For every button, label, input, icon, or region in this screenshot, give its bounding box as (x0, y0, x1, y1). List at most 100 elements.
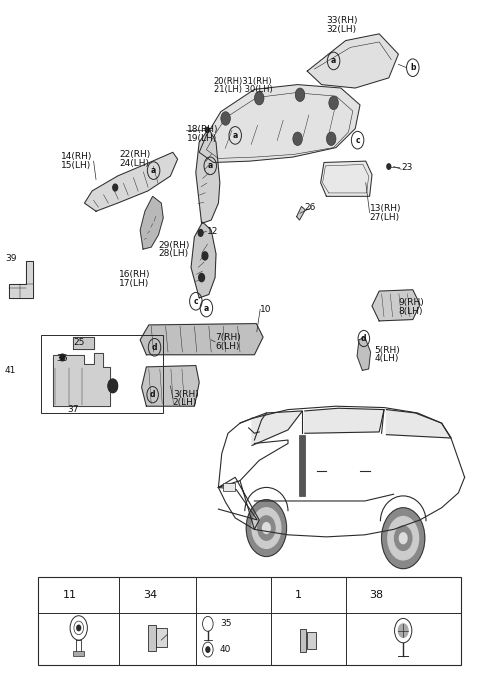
Bar (38, 577, 461, 665)
Text: 8(LH): 8(LH) (398, 307, 423, 316)
Text: 18(RH): 18(RH) (187, 125, 219, 135)
Text: 6(LH): 6(LH) (215, 342, 240, 351)
Polygon shape (140, 196, 163, 249)
Text: 23: 23 (401, 162, 413, 172)
Polygon shape (199, 85, 360, 162)
Circle shape (395, 526, 412, 550)
Text: 19(LH): 19(LH) (187, 134, 217, 144)
Circle shape (108, 379, 118, 393)
Text: 29(RH): 29(RH) (158, 240, 190, 250)
Bar (300, 628, 306, 653)
Text: a: a (204, 303, 209, 313)
Text: d: d (278, 590, 284, 599)
Bar (223, 483, 235, 491)
Text: d: d (361, 334, 367, 343)
Text: 5(RH): 5(RH) (374, 345, 400, 355)
Bar (73, 651, 84, 657)
Polygon shape (297, 206, 305, 220)
Text: 25: 25 (73, 338, 85, 347)
Circle shape (113, 184, 118, 191)
Text: 37: 37 (67, 405, 79, 414)
Text: b: b (127, 590, 132, 599)
Text: c: c (355, 135, 360, 145)
Circle shape (254, 91, 264, 105)
Text: b: b (410, 63, 416, 72)
Bar (41, 335, 163, 413)
Polygon shape (386, 410, 451, 438)
Text: 16(RH): 16(RH) (119, 270, 151, 280)
Polygon shape (84, 152, 178, 211)
Circle shape (252, 508, 281, 548)
Text: 34: 34 (143, 590, 157, 600)
Circle shape (258, 516, 275, 540)
Circle shape (399, 533, 407, 544)
Text: 15(LH): 15(LH) (61, 160, 92, 170)
Text: 10: 10 (260, 305, 272, 314)
Polygon shape (307, 34, 398, 88)
Circle shape (382, 508, 425, 569)
Text: 41: 41 (5, 366, 16, 376)
Text: a: a (208, 161, 213, 171)
Circle shape (60, 354, 65, 361)
Polygon shape (191, 222, 216, 298)
Text: 11: 11 (62, 590, 76, 600)
Text: c: c (204, 590, 209, 599)
Polygon shape (196, 129, 220, 223)
Polygon shape (9, 261, 33, 298)
Text: 27(LH): 27(LH) (370, 213, 400, 222)
Circle shape (329, 96, 338, 110)
Text: d: d (150, 390, 156, 399)
Text: 17(LH): 17(LH) (119, 279, 149, 288)
Polygon shape (305, 408, 384, 433)
Polygon shape (321, 161, 372, 196)
Circle shape (398, 624, 408, 638)
Text: a: a (151, 166, 156, 175)
Text: 40: 40 (220, 645, 231, 654)
Polygon shape (142, 366, 199, 406)
Polygon shape (53, 353, 110, 406)
Text: 36: 36 (56, 354, 68, 364)
Circle shape (205, 127, 209, 133)
Text: 28(LH): 28(LH) (158, 249, 189, 259)
Text: 38: 38 (370, 590, 384, 600)
Text: 14(RH): 14(RH) (61, 152, 93, 161)
Circle shape (77, 626, 81, 631)
Text: 13(RH): 13(RH) (370, 204, 401, 213)
Text: a: a (233, 131, 238, 140)
Polygon shape (252, 411, 302, 445)
Text: c: c (193, 297, 198, 306)
Polygon shape (357, 337, 371, 370)
Circle shape (198, 230, 203, 236)
Text: 26: 26 (304, 203, 316, 213)
Circle shape (387, 164, 391, 169)
Text: 2(LH): 2(LH) (173, 398, 197, 408)
Circle shape (295, 88, 305, 102)
Bar (299, 435, 305, 496)
Circle shape (221, 112, 230, 125)
Text: 12: 12 (207, 227, 219, 236)
Text: 4(LH): 4(LH) (374, 354, 399, 364)
Circle shape (326, 132, 336, 146)
Text: 20(RH)31(RH): 20(RH)31(RH) (214, 77, 272, 86)
Text: 24(LH): 24(LH) (119, 158, 149, 168)
Text: d: d (152, 343, 157, 352)
Text: 7(RH): 7(RH) (215, 333, 241, 343)
Bar (156, 628, 167, 647)
Text: 39: 39 (5, 254, 16, 263)
Text: 33(RH): 33(RH) (326, 16, 358, 25)
Circle shape (206, 647, 210, 653)
Text: 22(RH): 22(RH) (119, 150, 150, 159)
Polygon shape (372, 290, 420, 321)
Circle shape (202, 252, 208, 260)
Polygon shape (73, 337, 94, 349)
Text: a: a (331, 56, 336, 66)
Circle shape (246, 500, 287, 556)
Text: a: a (46, 590, 52, 599)
Text: 9(RH): 9(RH) (398, 298, 424, 307)
Circle shape (263, 523, 270, 533)
Text: 3(RH): 3(RH) (173, 389, 199, 399)
Bar (148, 626, 156, 651)
Circle shape (388, 517, 419, 560)
Text: 1: 1 (295, 590, 302, 600)
Text: 21(LH) 30(LH): 21(LH) 30(LH) (214, 85, 272, 94)
